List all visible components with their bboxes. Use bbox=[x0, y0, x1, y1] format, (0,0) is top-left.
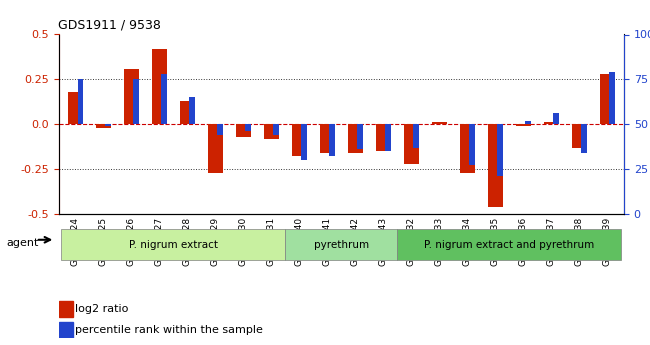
Bar bbox=[77, 79, 83, 124]
FancyBboxPatch shape bbox=[61, 229, 285, 260]
Bar bbox=[376, 124, 391, 151]
Bar bbox=[385, 124, 391, 151]
Bar bbox=[469, 124, 474, 166]
Bar bbox=[68, 92, 83, 124]
Bar bbox=[218, 124, 223, 135]
Bar bbox=[96, 124, 110, 128]
Text: pyrethrum: pyrethrum bbox=[314, 240, 369, 250]
Text: percentile rank within the sample: percentile rank within the sample bbox=[75, 325, 263, 335]
Bar bbox=[58, 301, 73, 317]
Bar bbox=[610, 72, 615, 124]
Bar bbox=[330, 124, 335, 157]
Bar bbox=[544, 122, 558, 124]
Bar bbox=[413, 124, 419, 148]
Bar bbox=[358, 124, 363, 149]
Bar bbox=[264, 124, 279, 139]
Bar bbox=[208, 124, 222, 172]
Bar bbox=[58, 322, 73, 338]
Text: agent: agent bbox=[6, 238, 39, 248]
Bar bbox=[246, 124, 251, 131]
Bar bbox=[600, 74, 614, 124]
Bar bbox=[516, 124, 530, 126]
Bar bbox=[488, 124, 502, 207]
Bar bbox=[525, 121, 531, 124]
Text: GDS1911 / 9538: GDS1911 / 9538 bbox=[58, 19, 161, 32]
Bar bbox=[152, 49, 166, 124]
Bar bbox=[404, 124, 419, 164]
Bar bbox=[180, 101, 194, 124]
Bar bbox=[190, 97, 195, 124]
Bar bbox=[133, 79, 139, 124]
Bar bbox=[161, 74, 167, 124]
Bar bbox=[553, 114, 559, 124]
Bar bbox=[432, 122, 447, 124]
Bar bbox=[105, 124, 111, 126]
Bar bbox=[581, 124, 587, 153]
Text: P. nigrum extract and pyrethrum: P. nigrum extract and pyrethrum bbox=[424, 240, 594, 250]
Bar bbox=[460, 124, 474, 172]
Bar bbox=[572, 124, 586, 148]
Bar bbox=[124, 69, 138, 124]
Text: log2 ratio: log2 ratio bbox=[75, 304, 129, 314]
FancyBboxPatch shape bbox=[285, 229, 397, 260]
Bar bbox=[274, 124, 279, 135]
Bar bbox=[497, 124, 503, 176]
Bar bbox=[348, 124, 363, 153]
Text: P. nigrum extract: P. nigrum extract bbox=[129, 240, 218, 250]
FancyBboxPatch shape bbox=[397, 229, 621, 260]
Bar bbox=[320, 124, 335, 153]
Bar bbox=[292, 124, 307, 157]
Bar bbox=[302, 124, 307, 160]
Bar bbox=[236, 124, 251, 137]
